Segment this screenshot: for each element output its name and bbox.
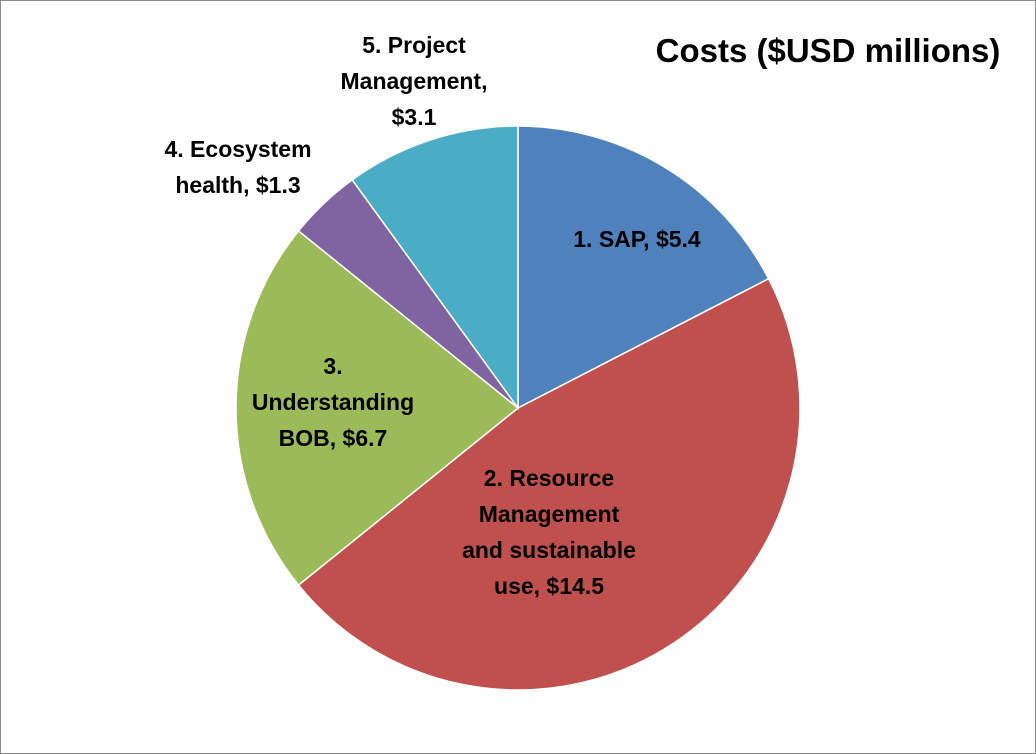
- slice-label-line: 3.: [323, 353, 342, 379]
- slice-label-2: 2. Resource Management and sustainable use,…: [462, 465, 636, 599]
- slice-label-4: 4. Ecosystem health, $1.3: [164, 136, 311, 198]
- slice-label-line: 4. Ecosystem: [164, 136, 311, 162]
- pie-slice-1: [517, 125, 770, 410]
- slice-label-5: 5. Project Management, $3.1: [341, 32, 488, 130]
- chart-title: Costs ($USD millions): [656, 32, 1001, 69]
- slice-labels: 1. SAP, $5.4 2. Resource Management and sus…: [164, 32, 700, 599]
- slice-label-line: Understanding: [252, 389, 414, 415]
- pie-slice-5: [351, 125, 519, 411]
- slice-label-line: Management: [479, 501, 620, 527]
- slice-label-line: 5. Project: [362, 32, 466, 58]
- slice-label-3: 3. Understanding BOB, $6.7: [252, 353, 414, 451]
- pie-slices: [235, 125, 801, 691]
- slice-label-line: Management,: [341, 68, 488, 94]
- slice-label-line: health, $1.3: [175, 172, 300, 198]
- pie-slice-2: [297, 277, 801, 691]
- slice-label-line: use, $14.5: [494, 573, 604, 599]
- slice-label-line: and sustainable: [462, 537, 636, 563]
- slice-label-line: 1. SAP, $5.4: [573, 226, 701, 252]
- slice-label-line: 2. Resource: [484, 465, 614, 491]
- slice-label-line: $3.1: [392, 104, 437, 130]
- pie-slice-3: [235, 229, 520, 587]
- slice-label-line: BOB, $6.7: [279, 425, 388, 451]
- slice-label-1: 1. SAP, $5.4: [573, 226, 701, 252]
